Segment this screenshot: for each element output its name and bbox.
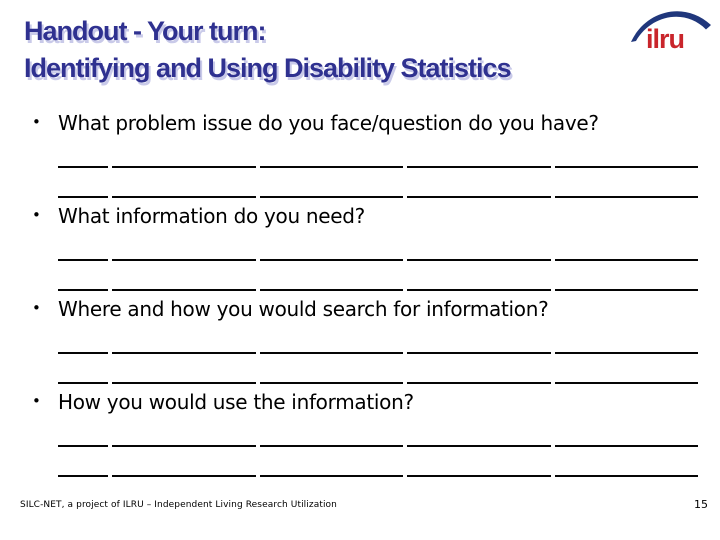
ilru-logo: ilru	[630, 6, 712, 58]
blank-line-segment	[259, 168, 403, 198]
bullet-item: • What problem issue do you face/question…	[24, 110, 698, 198]
blank-line	[58, 324, 698, 354]
slide-title: Handout - Your turn: Identifying and Usi…	[24, 13, 654, 87]
blank-line-segment	[58, 231, 108, 261]
blank-line	[58, 231, 698, 261]
bullet-item: • How you would use the information?	[24, 389, 698, 477]
blank-line-segment	[58, 168, 108, 198]
ilru-swoosh-icon	[631, 11, 711, 42]
blank-line-segment	[407, 354, 551, 384]
blank-line-segment	[259, 261, 403, 291]
bullet-icon: •	[32, 392, 41, 410]
blank-line-segment	[58, 138, 108, 168]
blank-line-segment	[112, 354, 256, 384]
blank-line-segment	[58, 417, 108, 447]
blank-line-segment	[58, 324, 108, 354]
bullet-item: • What information do you need?	[24, 203, 698, 291]
bullet-row: • What information do you need?	[24, 203, 698, 231]
blank-line	[58, 261, 698, 291]
bullet-row: • What problem issue do you face/question…	[24, 110, 698, 138]
blank-line-segment	[259, 324, 403, 354]
blank-line-segment	[407, 231, 551, 261]
bullet-list: • What problem issue do you face/question…	[24, 110, 698, 482]
blank-line-segment	[407, 417, 551, 447]
bullet-item: • Where and how you would search for info…	[24, 296, 698, 384]
blank-line-segment	[554, 324, 698, 354]
blank-line-segment	[407, 138, 551, 168]
blank-line-segment	[407, 261, 551, 291]
blank-line-segment	[112, 447, 256, 477]
footer-credit: SILC-NET, a project of ILRU – Independen…	[20, 500, 337, 510]
blank-line	[58, 417, 698, 447]
ilru-logo-text: ilru	[646, 24, 685, 54]
blank-line-segment	[554, 138, 698, 168]
blank-line	[58, 354, 698, 384]
blank-line-segment	[554, 168, 698, 198]
blank-line-segment	[112, 261, 256, 291]
blank-line-segment	[112, 231, 256, 261]
blank-line-segment	[407, 447, 551, 477]
blank-line-segment	[58, 354, 108, 384]
blank-line-segment	[554, 231, 698, 261]
question-text: What problem issue do you face/question …	[58, 111, 599, 135]
question-text: How you would use the information?	[58, 390, 414, 414]
bullet-row: • Where and how you would search for info…	[24, 296, 698, 324]
question-text: Where and how you would search for infor…	[58, 297, 549, 321]
slide-title-line2: Identifying and Using Disability Statist…	[24, 53, 512, 83]
blank-line-segment	[554, 261, 698, 291]
bullet-row: • How you would use the information?	[24, 389, 698, 417]
blank-line-segment	[112, 324, 256, 354]
blank-line-segment	[554, 354, 698, 384]
blank-line-segment	[259, 354, 403, 384]
blank-line	[58, 138, 698, 168]
blank-line-segment	[112, 168, 256, 198]
blank-line-segment	[259, 231, 403, 261]
page-number: 15	[694, 498, 708, 511]
blank-line	[58, 168, 698, 198]
bullet-icon: •	[32, 299, 41, 317]
question-text: What information do you need?	[58, 204, 365, 228]
blank-line-segment	[112, 417, 256, 447]
blank-line-segment	[259, 138, 403, 168]
slide-title-line1: Handout - Your turn:	[24, 16, 266, 46]
blank-line-segment	[554, 417, 698, 447]
blank-line-segment	[554, 447, 698, 477]
blank-line-segment	[259, 447, 403, 477]
bullet-icon: •	[32, 206, 41, 224]
blank-line	[58, 447, 698, 477]
blank-line-segment	[58, 447, 108, 477]
blank-line-segment	[58, 261, 108, 291]
blank-line-segment	[407, 168, 551, 198]
bullet-icon: •	[32, 113, 41, 131]
blank-line-segment	[407, 324, 551, 354]
blank-line-segment	[112, 138, 256, 168]
blank-line-segment	[259, 417, 403, 447]
